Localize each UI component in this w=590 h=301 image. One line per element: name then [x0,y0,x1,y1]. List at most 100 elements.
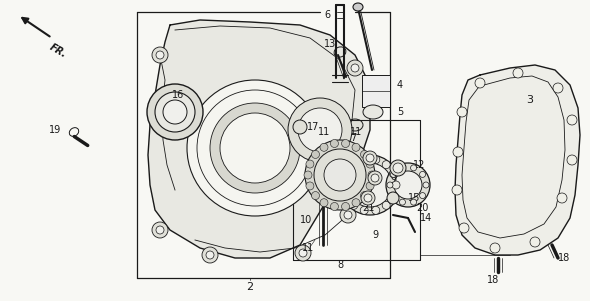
Text: 9: 9 [372,230,378,240]
Ellipse shape [553,83,563,93]
Ellipse shape [351,64,359,72]
Text: 9: 9 [390,175,396,185]
Text: 14: 14 [420,213,432,223]
Ellipse shape [299,249,307,257]
Ellipse shape [347,119,363,131]
Text: 12: 12 [413,160,425,170]
Ellipse shape [391,172,396,177]
Text: 10: 10 [300,215,312,225]
Ellipse shape [147,84,203,140]
Ellipse shape [314,149,366,201]
Text: 11: 11 [318,127,330,137]
Text: 20: 20 [416,203,428,213]
Ellipse shape [411,199,417,205]
Ellipse shape [371,174,379,182]
Polygon shape [148,20,370,258]
Ellipse shape [156,51,164,59]
Ellipse shape [392,181,400,189]
Text: 5: 5 [397,107,403,117]
Bar [362,75,390,107]
Ellipse shape [312,191,320,200]
Ellipse shape [304,171,312,179]
Ellipse shape [295,245,311,261]
Text: 19: 19 [49,125,61,135]
Text: 21: 21 [362,203,374,213]
Text: 15: 15 [408,193,420,203]
Text: 18: 18 [487,275,499,285]
Ellipse shape [306,182,314,190]
Ellipse shape [340,155,400,215]
Ellipse shape [155,92,195,132]
Ellipse shape [360,191,369,200]
Ellipse shape [490,243,500,253]
Ellipse shape [320,143,328,151]
Ellipse shape [163,100,187,124]
Ellipse shape [344,211,352,219]
Ellipse shape [372,206,380,214]
Ellipse shape [557,193,567,203]
Text: 7: 7 [350,133,356,143]
Ellipse shape [453,147,463,157]
Text: FR.: FR. [48,42,68,60]
Ellipse shape [353,3,363,11]
Ellipse shape [411,165,417,171]
Ellipse shape [419,172,425,177]
Ellipse shape [368,171,382,185]
Text: 3: 3 [526,95,533,105]
Ellipse shape [187,80,323,216]
Ellipse shape [324,159,356,191]
Ellipse shape [366,182,374,190]
Ellipse shape [567,115,577,125]
Text: 9: 9 [390,195,396,205]
Ellipse shape [386,163,430,207]
Text: 11: 11 [350,127,362,137]
Ellipse shape [350,201,358,209]
Text: 2: 2 [247,282,254,292]
Ellipse shape [206,251,214,259]
Text: 13: 13 [324,39,336,49]
Ellipse shape [360,156,368,164]
Text: 17: 17 [307,122,319,132]
Ellipse shape [364,194,372,202]
Ellipse shape [360,206,368,214]
Ellipse shape [393,163,403,173]
Polygon shape [455,65,580,255]
Ellipse shape [363,151,377,165]
Ellipse shape [342,203,349,210]
Ellipse shape [387,192,399,204]
Ellipse shape [152,47,168,63]
Ellipse shape [343,192,350,200]
Ellipse shape [330,139,339,147]
Ellipse shape [372,156,380,164]
Ellipse shape [298,108,342,152]
Ellipse shape [399,199,405,205]
Ellipse shape [366,160,374,168]
Ellipse shape [156,226,164,234]
Ellipse shape [347,60,363,76]
Ellipse shape [306,160,314,168]
Ellipse shape [382,201,390,209]
Ellipse shape [459,223,469,233]
Ellipse shape [220,113,290,183]
Ellipse shape [391,193,396,199]
Ellipse shape [361,191,375,205]
Ellipse shape [350,161,358,169]
Ellipse shape [202,247,218,263]
Ellipse shape [387,182,393,188]
Ellipse shape [452,185,462,195]
Ellipse shape [419,193,425,199]
Ellipse shape [343,170,350,178]
Ellipse shape [288,98,352,162]
Ellipse shape [475,78,485,88]
Ellipse shape [423,182,429,188]
Text: 16: 16 [172,90,184,100]
Ellipse shape [293,120,307,134]
Ellipse shape [210,103,300,193]
Ellipse shape [360,150,369,158]
Ellipse shape [457,107,467,117]
Ellipse shape [305,140,375,210]
Ellipse shape [389,192,398,200]
Ellipse shape [363,105,383,119]
Ellipse shape [320,199,328,207]
Ellipse shape [394,171,422,199]
